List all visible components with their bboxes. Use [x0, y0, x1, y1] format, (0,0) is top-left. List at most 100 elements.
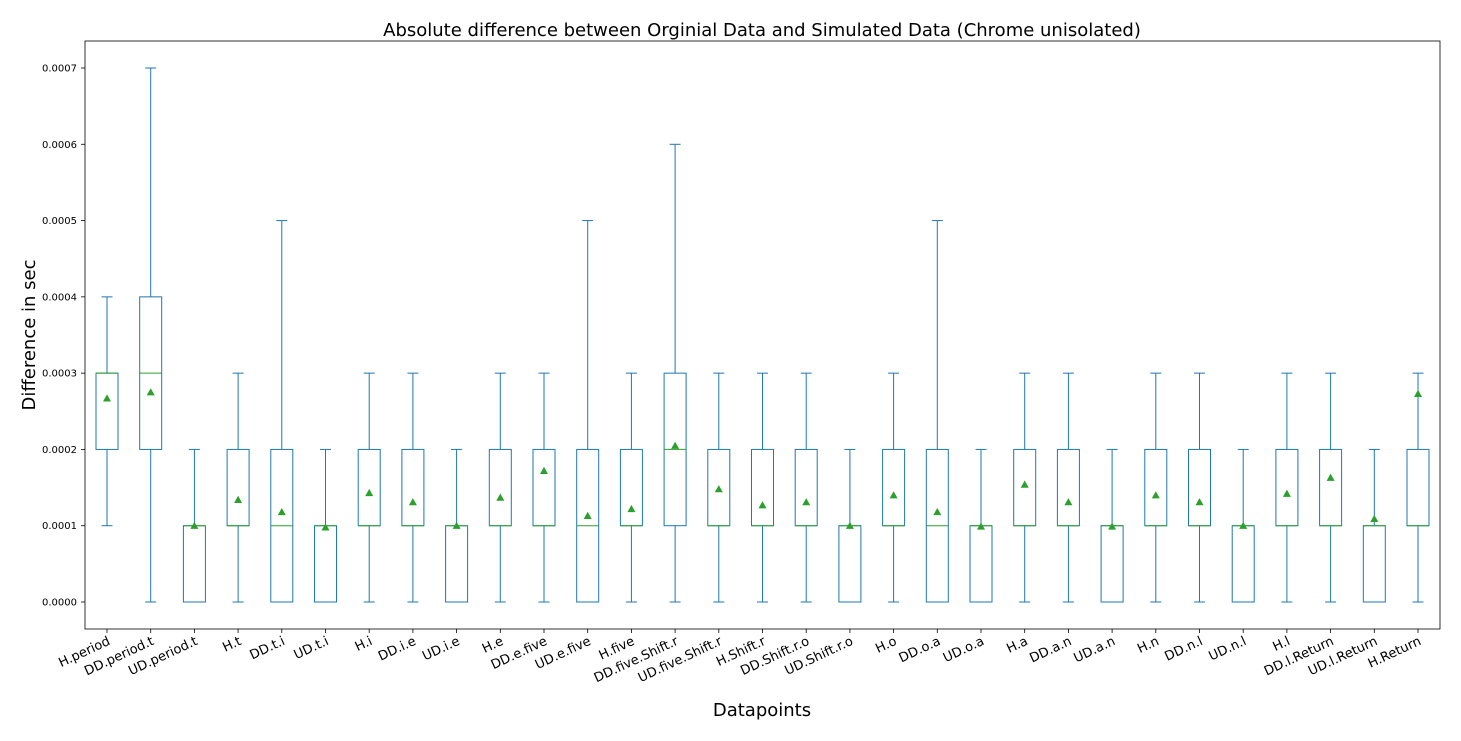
y-tick-label: 0.0005	[42, 216, 77, 227]
box-ud-i-e	[445, 448, 469, 603]
mean-marker	[365, 488, 374, 497]
box-iqr	[794, 448, 818, 527]
box-ud-five-shift-r	[707, 372, 731, 603]
x-tick-label: UD.a.n	[1072, 634, 1118, 666]
mean-marker	[977, 522, 985, 530]
mean-marker	[1414, 389, 1422, 397]
box-iqr	[838, 525, 862, 603]
y-tick-label: 0.0006	[42, 140, 77, 151]
mean-marker	[933, 507, 942, 516]
box-dd-five-shift-r	[663, 143, 687, 603]
box-dd-t-i	[270, 220, 294, 603]
y-tick-label: 0.0007	[42, 64, 77, 75]
box-iqr	[969, 525, 993, 603]
box-h-i	[357, 372, 381, 603]
x-tick-label: H.a	[1004, 634, 1030, 657]
mean-marker	[671, 441, 680, 449]
box-iqr	[532, 448, 556, 527]
x-tick-label: DD.a.n	[1027, 634, 1074, 666]
y-tick-label: 0.0001	[42, 521, 77, 532]
box-iqr	[1144, 448, 1168, 527]
mean-marker	[1326, 473, 1335, 481]
x-tick-label: UD.t.i	[292, 634, 331, 663]
mean-marker	[758, 501, 767, 509]
box-dd-e-five	[532, 372, 556, 603]
x-tick-label: UD.i.e	[420, 634, 462, 664]
mean-marker	[1239, 521, 1248, 529]
x-tick-label: H.l	[1271, 634, 1293, 655]
x-tick-label: UD.o.a	[941, 634, 987, 666]
mean-marker	[452, 521, 461, 529]
mean-marker	[1064, 498, 1073, 506]
mean-marker	[1151, 491, 1160, 499]
y-tick-label: 0.0003	[42, 369, 77, 380]
box-iqr	[1188, 448, 1211, 527]
box-dd-l-return	[1319, 372, 1343, 603]
box-dd-n-l	[1188, 372, 1211, 603]
box-h-l	[1275, 372, 1299, 603]
box-h-return	[1406, 372, 1430, 603]
box-ud-n-l	[1231, 448, 1255, 603]
box-dd-shift-r-o	[794, 372, 818, 603]
mean-marker	[583, 511, 592, 519]
box-iqr	[1275, 448, 1299, 527]
box-dd-a-n	[1056, 372, 1080, 603]
x-tick-label: DD.o.a	[897, 634, 943, 666]
box-dd-period-t	[139, 67, 163, 603]
mean-marker	[103, 394, 111, 402]
mean-marker	[234, 495, 243, 503]
box-h-t	[226, 372, 250, 603]
box-ud-e-five	[576, 220, 600, 603]
mean-marker	[540, 466, 548, 474]
box-ud-a-n	[1100, 448, 1124, 603]
y-axis-title: Difference in sec	[19, 260, 40, 411]
y-tick-label: 0.0002	[42, 445, 77, 456]
box-iqr	[488, 448, 512, 527]
box-h-n	[1144, 372, 1168, 603]
box-iqr	[1100, 525, 1124, 603]
x-tick-label: DD.n.l	[1162, 634, 1205, 665]
box-iqr	[445, 525, 469, 603]
mean-marker	[889, 491, 898, 499]
mean-marker	[1370, 514, 1379, 523]
mean-marker	[1195, 498, 1204, 506]
mean-marker	[321, 523, 330, 531]
box-ud-t-i	[314, 448, 337, 603]
box-iqr	[401, 448, 425, 527]
x-tick-label: H.o	[873, 634, 899, 657]
mean-marker	[627, 504, 636, 513]
box-h-a	[1013, 372, 1037, 603]
box-iqr	[751, 448, 774, 527]
box-iqr	[357, 448, 381, 527]
mean-marker	[802, 498, 811, 506]
box-ud-o-a	[969, 448, 993, 603]
box-h-e	[488, 372, 512, 603]
mean-marker	[714, 485, 723, 493]
x-tick-label: DD.i.e	[376, 634, 419, 664]
box-iqr	[1319, 448, 1343, 527]
mean-marker	[190, 521, 199, 529]
box-iqr	[1406, 448, 1430, 527]
x-tick-label: DD.t.i	[248, 634, 288, 663]
x-tick-label: H.i	[353, 634, 375, 655]
box-h-period	[95, 296, 119, 527]
chart-title: Absolute difference between Orginial Dat…	[383, 20, 1141, 41]
mean-marker	[146, 388, 155, 396]
box-iqr	[226, 448, 250, 527]
box-h-five	[619, 372, 643, 603]
y-axis: 0.0000 0.0001 0.0002 0.0003 0.0004 0.0005 0.00…	[42, 64, 85, 609]
box-iqr	[619, 448, 643, 527]
y-tick-label: 0.0000	[42, 598, 77, 609]
box-h-shift-r	[751, 372, 774, 603]
mean-marker	[845, 521, 854, 529]
box-iqr	[1056, 448, 1080, 527]
box-iqr	[882, 448, 906, 527]
box-ud-shift-r-o	[838, 448, 862, 603]
mean-marker	[496, 493, 505, 501]
y-tick-label: 0.0004	[42, 292, 77, 303]
box-iqr	[1231, 525, 1255, 603]
x-tick-label: UD.n.l	[1207, 634, 1249, 664]
box-series	[95, 67, 1430, 603]
box-ud-l-return	[1362, 448, 1386, 603]
